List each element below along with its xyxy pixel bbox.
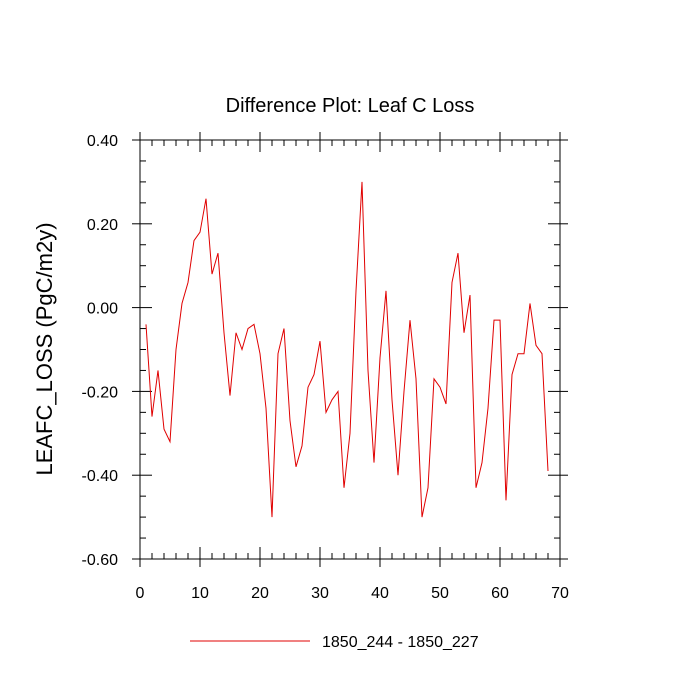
y-tick-label: -0.20 — [82, 384, 119, 401]
y-tick-label: 0.40 — [87, 133, 118, 150]
y-tick-label: -0.40 — [82, 468, 119, 485]
y-tick-label: 0.20 — [87, 217, 118, 234]
y-tick-label: 0.00 — [87, 301, 118, 318]
y-axis-label: LEAFC_LOSS (PgC/m2y) — [32, 222, 57, 475]
axis-ticks: 0 10 20 30 40 50 60 70 -0.60 -0.40 -0.20 0.00 0.20 0.… — [82, 132, 569, 602]
x-tick-label: 0 — [136, 585, 145, 602]
plot-area — [145, 181, 549, 518]
x-tick-label: 30 — [311, 585, 329, 602]
y-tick-label: -0.60 — [82, 552, 119, 569]
legend-label: 1850_244 - 1850_227 — [322, 634, 479, 651]
x-tick-label: 70 — [551, 585, 569, 602]
legend: 1850_244 - 1850_227 — [190, 634, 479, 651]
series-line — [145, 181, 549, 518]
chart-title: Difference Plot: Leaf C Loss — [226, 95, 475, 117]
plot-frame — [139, 139, 561, 560]
x-tick-label: 40 — [371, 585, 389, 602]
x-tick-label: 60 — [491, 585, 509, 602]
x-tick-label: 50 — [431, 585, 449, 602]
x-tick-label: 20 — [251, 585, 269, 602]
x-tick-label: 10 — [191, 585, 209, 602]
